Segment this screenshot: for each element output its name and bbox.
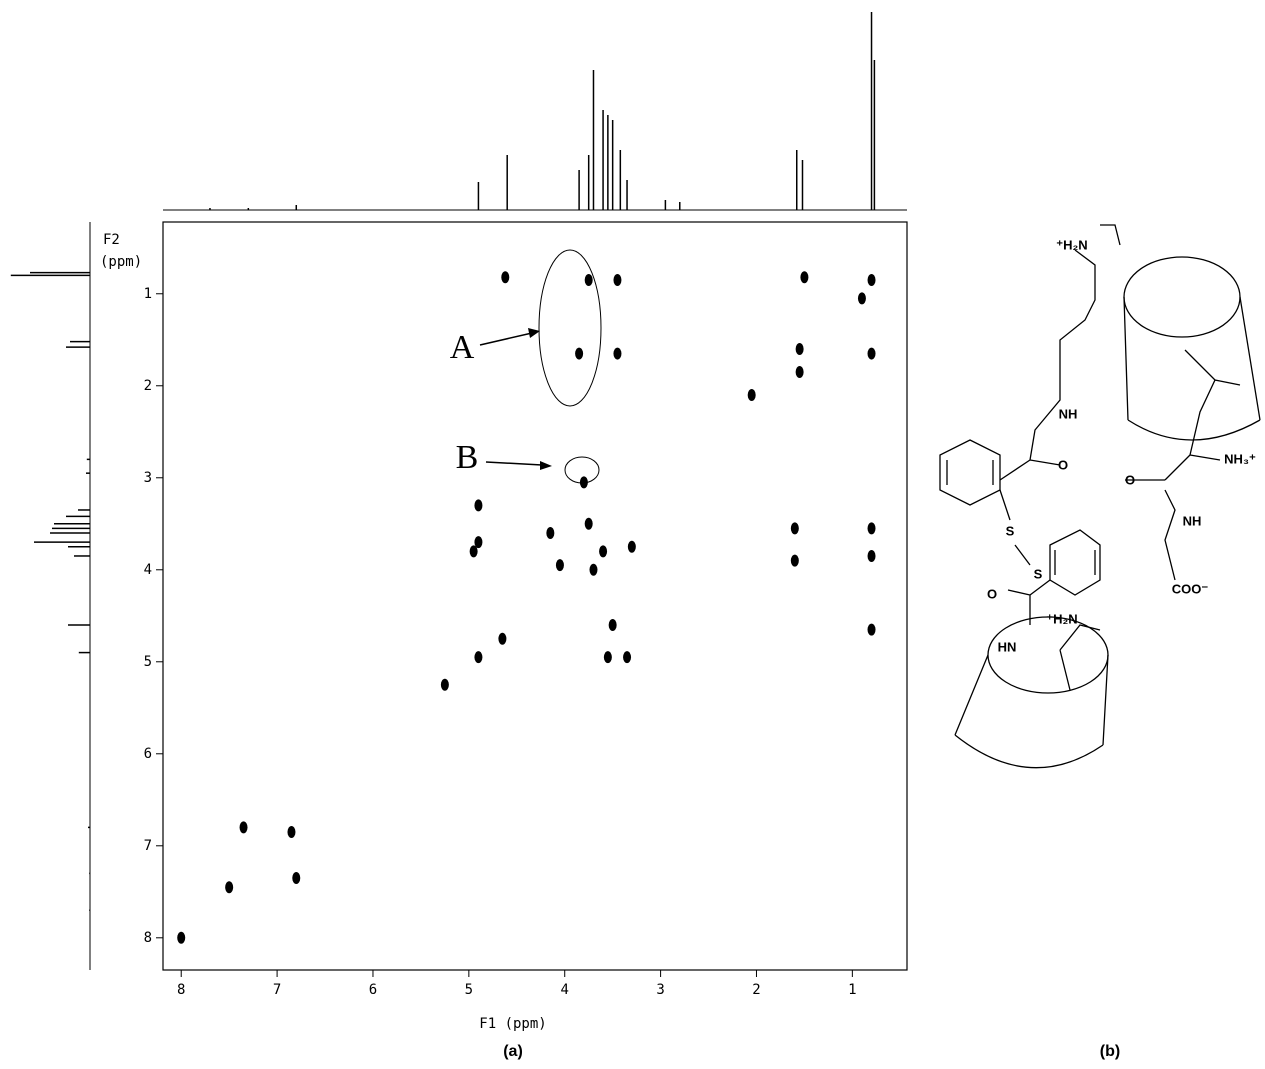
cross-peak [857,292,866,305]
cross-peak [795,365,804,378]
cross-peak [440,678,449,691]
cross-peak [790,522,799,535]
y-tick-label: 6 [144,746,152,762]
cross-peak [474,651,483,664]
cross-peak [584,273,593,286]
cross-peak [603,651,612,664]
x-tick-label: 8 [177,982,185,998]
cross-peak [867,623,876,636]
cross-peak [867,549,876,562]
atom-label: O [987,586,997,601]
atom-label: HN [998,639,1017,654]
y-axis-label: F2 [103,232,120,248]
cross-peak [546,526,555,539]
cross-peak [177,931,186,944]
atom-label: O [1125,472,1135,487]
annotation: B [456,439,479,476]
cross-peak [795,342,804,355]
arrowhead [528,328,540,338]
atom-label: COO⁻ [1172,581,1209,596]
cross-peak [608,618,617,631]
x-tick-label: 4 [561,982,569,998]
atom-label: S [1006,523,1015,538]
cross-peak [867,522,876,535]
cross-peak [867,273,876,286]
cross-peak [292,871,301,884]
annotation: A [450,329,475,366]
cross-peak [627,540,636,553]
cross-peak [575,347,584,360]
arrow [479,332,533,346]
y-tick-label: 2 [144,378,152,394]
cross-peak [579,476,588,489]
y-tick-label: 5 [144,654,152,670]
atom-label: NH [1059,406,1078,421]
cross-peak [225,881,234,894]
panel-label: (b) [1100,1043,1120,1060]
y-tick-label: 1 [144,286,152,302]
cross-peak [613,273,622,286]
atom-label: O [1058,457,1068,472]
cross-peak [584,517,593,530]
cross-peak [501,271,510,284]
structure-drawing [939,224,1261,769]
cross-peak [287,825,296,838]
cross-peak [747,388,756,401]
x-tick-label: 3 [656,982,664,998]
y-axis-label: (ppm) [100,254,142,270]
cross-peak [474,499,483,512]
atom-label: ⁺H₂N [1056,237,1087,252]
x-tick-label: 5 [465,982,473,998]
cross-peak [469,545,478,558]
arrow [485,461,543,466]
cross-peak [589,563,598,576]
y-tick-label: 3 [144,470,152,486]
x-tick-label: 1 [848,982,856,998]
cross-peak [867,347,876,360]
y-tick-label: 4 [144,562,152,578]
y-tick-label: 7 [144,838,152,854]
annotation-ellipse [538,249,602,407]
arrowhead [540,461,552,470]
atom-label: S [1034,566,1043,581]
cross-peak [613,347,622,360]
y-tick-label: 8 [144,930,152,946]
plot-frame [162,221,908,971]
cross-peak [474,536,483,549]
x-axis-label: F1 (ppm) [479,1016,546,1032]
cross-peak [623,651,632,664]
atom-label: ⁺H₂N [1046,611,1077,626]
cross-peak [239,821,248,834]
cross-peak [790,554,799,567]
cross-peak [498,632,507,645]
cross-peak [599,545,608,558]
x-tick-label: 7 [273,982,281,998]
x-tick-label: 6 [369,982,377,998]
atom-label: NH [1183,513,1202,528]
panel-label: (a) [503,1043,523,1060]
cross-peak [555,559,564,572]
atom-label: NH₃⁺ [1224,451,1256,466]
x-tick-label: 2 [752,982,760,998]
cross-peak [800,271,809,284]
